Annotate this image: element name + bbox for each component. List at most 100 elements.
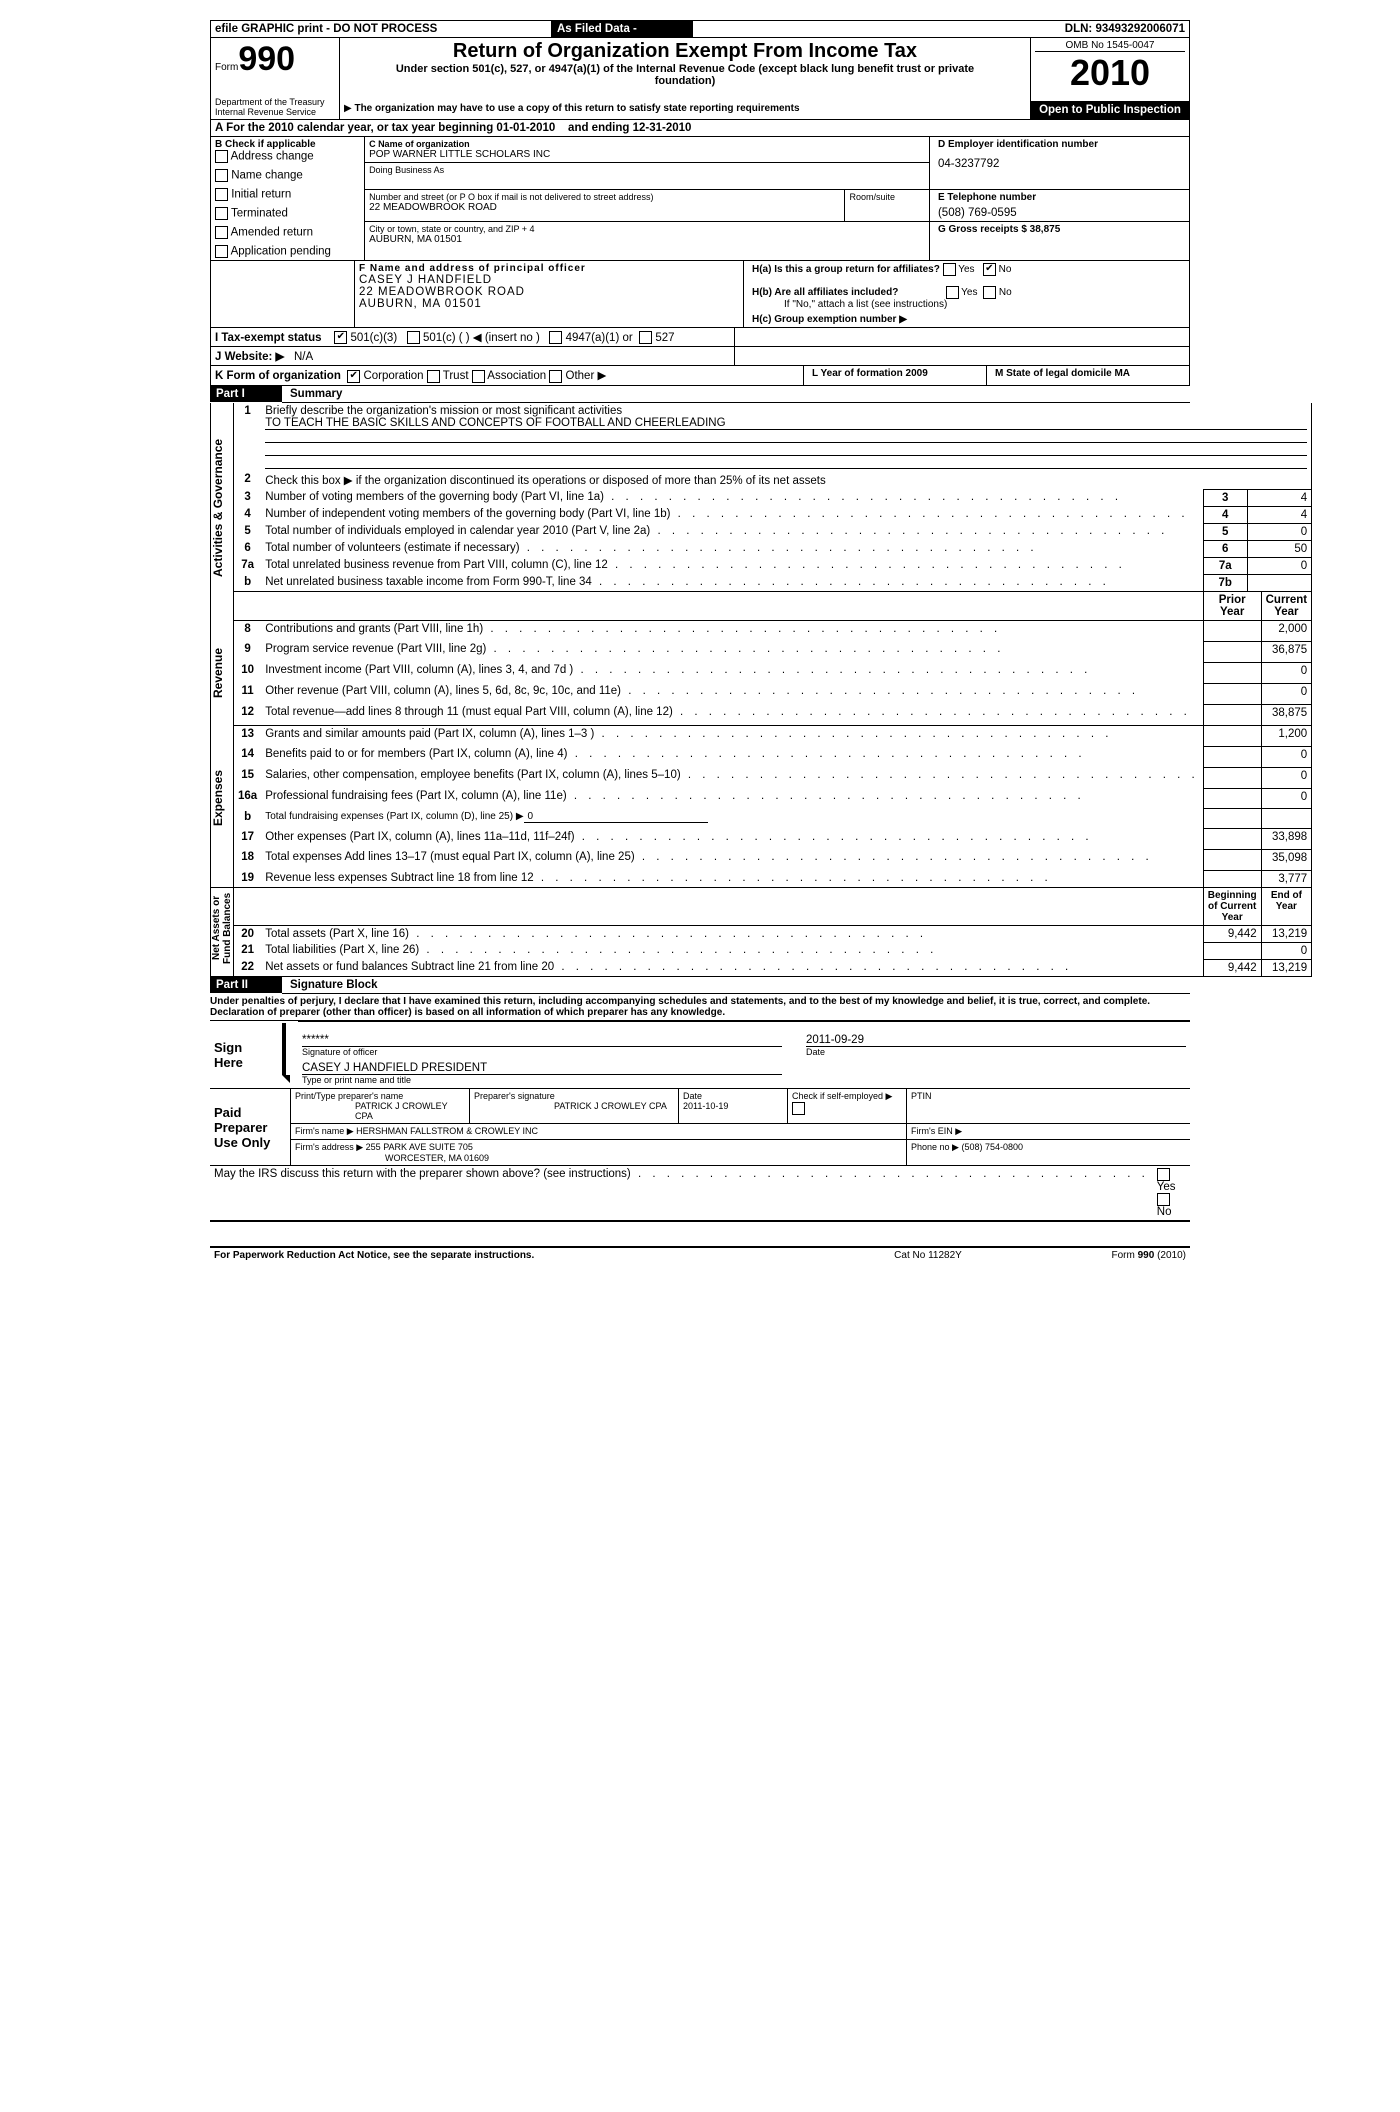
amended-chk[interactable]	[215, 226, 228, 239]
discuss-yes-chk[interactable]	[1157, 1168, 1170, 1181]
k-other-chk[interactable]	[549, 370, 562, 383]
e-label: E Telephone number	[938, 192, 1185, 203]
k-corp-chk[interactable]	[347, 370, 360, 383]
initial-chk[interactable]	[215, 188, 228, 201]
ha-yes-chk[interactable]	[943, 263, 956, 276]
n19: 19	[234, 870, 262, 887]
i-527: 527	[655, 332, 674, 344]
k-assoc-chk[interactable]	[472, 370, 485, 383]
k-other: Other ▶	[566, 370, 607, 382]
n7b: b	[234, 574, 262, 591]
l21-text: Total liabilities (Part X, line 26)	[261, 942, 1203, 959]
l16b-c	[1261, 809, 1312, 829]
l19-v: 3,777	[1261, 870, 1312, 887]
f-label: F Name and address of principal officer	[359, 263, 739, 274]
part2-header: Part II Signature Block	[210, 977, 1190, 994]
l7b-text: Net unrelated business taxable income fr…	[261, 574, 1203, 591]
l20-b: 13,219	[1261, 925, 1312, 942]
side-e-label: Expenses	[211, 725, 225, 870]
i-c3-chk[interactable]	[334, 331, 347, 344]
ein-cell: Firm's EIN ▶	[907, 1124, 1191, 1140]
phone-cell: Phone no ▶ (508) 754-0800	[907, 1140, 1191, 1166]
n21: 21	[234, 942, 262, 959]
period-text: A For the 2010 calendar year, or tax yea…	[211, 120, 1190, 137]
ha-label: H(a) Is this a group return for affiliat…	[752, 264, 940, 275]
city: AUBURN, MA 01501	[369, 234, 925, 245]
l8-p	[1203, 620, 1261, 641]
j-label: J Website: ▶	[215, 351, 284, 363]
omb: OMB No 1545-0047	[1035, 40, 1185, 52]
f-name: CASEY J HANDFIELD	[359, 274, 739, 286]
dln-label: DLN:	[1065, 23, 1092, 35]
selfemp-chk[interactable]	[792, 1102, 805, 1115]
l18-p	[1203, 849, 1261, 870]
n16a: 16a	[234, 788, 262, 809]
n4: 4	[234, 506, 262, 523]
prep-sig: PATRICK J CROWLEY CPA	[474, 1101, 674, 1111]
dln-value: 93493292006071	[1095, 23, 1185, 35]
l4-n: 4	[1203, 506, 1247, 523]
n13: 13	[234, 725, 262, 746]
n6: 6	[234, 540, 262, 557]
k-cell: K Form of organization Corporation Trust…	[211, 366, 804, 385]
form-990-page: efile GRAPHIC print - DO NOT PROCESS As …	[210, 20, 1190, 1263]
blank	[693, 21, 1001, 38]
room-label: Room/suite	[845, 190, 930, 222]
j-value: N/A	[294, 351, 313, 363]
hb-yes-chk[interactable]	[946, 286, 959, 299]
firm-name-cell: Firm's name ▶ HERSHMAN FALLSTROM & CROWL…	[291, 1124, 907, 1140]
l7b-v	[1247, 574, 1311, 591]
discuss-yn: Yes No	[1153, 1166, 1190, 1221]
preparer-block: Paid Preparer Use Only Print/Type prepar…	[210, 1089, 1190, 1166]
l4-v: 4	[1247, 506, 1311, 523]
l8-text: Contributions and grants (Part VIII, lin…	[261, 620, 1203, 641]
l11-v: 0	[1261, 683, 1312, 704]
l9-v: 36,875	[1261, 641, 1312, 662]
title-block: Form990 Department of the Treasury Inter…	[210, 38, 1190, 120]
l14-p	[1203, 746, 1261, 767]
n7a: 7a	[234, 557, 262, 574]
l19-text: Revenue less expenses Subtract line 18 f…	[261, 870, 1203, 887]
discuss-no-chk[interactable]	[1157, 1193, 1170, 1206]
side-n: Net Assets or Fund Balances	[211, 887, 234, 976]
hb2: If "No," attach a list (see instructions…	[752, 299, 1185, 310]
hb-no-chk[interactable]	[983, 286, 996, 299]
ha-no-chk[interactable]	[983, 263, 996, 276]
copy-note-cell: ▶ The organization may have to use a cop…	[340, 101, 1031, 119]
f-h-block: F Name and address of principal officer …	[210, 261, 1190, 328]
prep-name-label: Print/Type preparer's name	[295, 1091, 465, 1101]
l16b-cell: Total fundraising expenses (Part IX, col…	[261, 809, 1203, 829]
l7a-text: Total unrelated business revenue from Pa…	[261, 557, 1203, 574]
pending-chk[interactable]	[215, 245, 228, 258]
n2: 2	[234, 471, 262, 490]
l14-v: 0	[1261, 746, 1312, 767]
terminated-chk[interactable]	[215, 207, 228, 220]
k-trust-chk[interactable]	[427, 370, 440, 383]
paid-label: Paid Preparer Use Only	[210, 1089, 291, 1166]
n1: 1	[234, 403, 262, 471]
part2-heading: Signature Block	[282, 977, 1190, 994]
i-527-chk[interactable]	[639, 331, 652, 344]
addr-change-chk[interactable]	[215, 150, 228, 163]
i-c-chk[interactable]	[407, 331, 420, 344]
h-cell: H(a) Is this a group return for affiliat…	[744, 261, 1190, 328]
discuss-yes: Yes	[1157, 1181, 1176, 1193]
l2-text: Check this box ▶ if the organization dis…	[265, 475, 826, 487]
firm-addr-cell: Firm's address ▶ 255 PARK AVE SUITE 705 …	[291, 1140, 907, 1166]
l18-v: 35,098	[1261, 849, 1312, 870]
hc-label: H(c) Group exemption number ▶	[752, 314, 907, 325]
c-name: POP WARNER LITTLE SCHOLARS INC	[369, 149, 925, 160]
l16b-v: 0	[524, 811, 708, 823]
i-a-chk[interactable]	[549, 331, 562, 344]
subtitle: Under section 501(c), 527, or 4947(a)(1)…	[344, 63, 1026, 87]
name-change-chk[interactable]	[215, 169, 228, 182]
row-klm: K Form of organization Corporation Trust…	[210, 366, 1190, 385]
footer: For Paperwork Reduction Act Notice, see …	[210, 1246, 1190, 1263]
pra: For Paperwork Reduction Act Notice, see …	[210, 1247, 824, 1263]
l1-value: TO TEACH THE BASIC SKILLS AND CONCEPTS O…	[265, 417, 1307, 430]
form-cell: Form990 Department of the Treasury Inter…	[211, 38, 340, 120]
part1-label: Part I	[210, 386, 282, 403]
l3-v: 4	[1247, 489, 1311, 506]
selfemp: Check if self-employed ▶	[792, 1091, 892, 1101]
l-cell: L Year of formation 2009	[804, 366, 987, 385]
